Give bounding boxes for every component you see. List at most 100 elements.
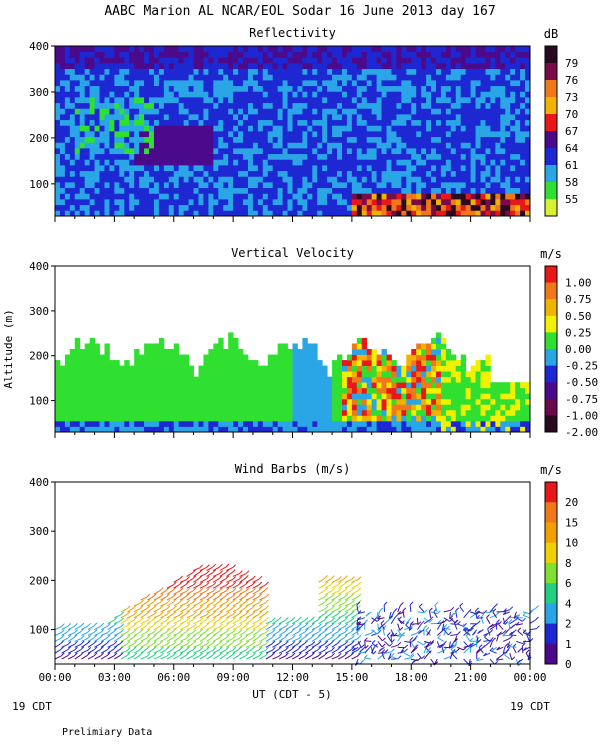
heatmap-cell: [346, 193, 353, 200]
heatmap-cell: [396, 136, 402, 143]
heatmap-cell: [109, 420, 115, 427]
heatmap-cell: [391, 426, 397, 433]
heatmap-cell: [317, 114, 323, 121]
heatmap-cell: [193, 63, 199, 70]
heatmap-cell: [435, 199, 442, 206]
wind-barb: [212, 631, 220, 636]
heatmap-cell: [455, 68, 462, 75]
heatmap-cell: [208, 46, 214, 53]
heatmap-cell: [238, 46, 244, 53]
heatmap-cell: [475, 114, 481, 121]
heatmap-cell: [213, 210, 219, 217]
heatmap-cell: [119, 371, 125, 378]
heatmap-cell: [193, 68, 199, 75]
wind-barb: [61, 643, 69, 648]
wind-barb-flag: [80, 635, 85, 639]
heatmap-cell: [243, 119, 249, 126]
heatmap-cell: [297, 349, 303, 355]
heatmap-cell: [203, 165, 209, 172]
heatmap-cell: [406, 68, 412, 75]
wind-barb: [94, 643, 101, 648]
heatmap-cell: [144, 193, 150, 200]
heatmap-cell: [515, 387, 521, 394]
heatmap-cell: [74, 148, 81, 155]
heatmap-cell: [317, 371, 323, 378]
heatmap-cell: [371, 159, 378, 166]
heatmap-cell: [431, 404, 437, 411]
heatmap-cell: [505, 148, 511, 155]
heatmap-cell: [238, 102, 244, 109]
heatmap-cell: [366, 210, 373, 217]
heatmap-cell: [109, 46, 115, 53]
heatmap-cell: [322, 63, 328, 70]
heatmap-cell: [356, 57, 363, 64]
heatmap-cell: [411, 204, 417, 211]
panel-title: Vertical Velocity: [231, 246, 354, 260]
heatmap-cell: [450, 114, 457, 121]
heatmap-cell: [188, 136, 194, 143]
heatmap-cell: [495, 102, 501, 109]
heatmap-cell: [515, 415, 521, 422]
heatmap-cell: [386, 409, 392, 416]
heatmap-cell: [361, 119, 368, 126]
heatmap-cell: [431, 63, 437, 70]
heatmap-cell: [178, 382, 185, 389]
wind-barb-flag: [225, 587, 230, 592]
heatmap-cell: [94, 91, 100, 98]
heatmap-cell: [376, 360, 382, 366]
heatmap-cell: [337, 398, 343, 405]
heatmap-cell: [450, 376, 457, 383]
heatmap-cell: [500, 165, 506, 172]
heatmap-cell: [228, 142, 234, 149]
heatmap-cell: [163, 153, 170, 160]
heatmap-cell: [64, 176, 71, 183]
heatmap-cell: [149, 426, 155, 433]
wind-barb: [212, 601, 220, 607]
heatmap-cell: [356, 360, 363, 366]
heatmap-cell: [173, 387, 180, 394]
heatmap-cell: [455, 393, 462, 400]
heatmap-cell: [173, 74, 180, 81]
heatmap-cell: [376, 125, 382, 132]
heatmap-cell: [79, 114, 86, 121]
heatmap-cell: [386, 148, 392, 155]
heatmap-cell: [149, 97, 155, 104]
wind-barb: [226, 607, 233, 613]
heatmap-cell: [475, 85, 481, 92]
heatmap-cell: [450, 187, 457, 194]
heatmap-cell: [297, 187, 303, 194]
heatmap-cell: [337, 204, 343, 211]
heatmap-cell: [104, 204, 110, 211]
heatmap-cell: [351, 80, 358, 87]
heatmap-cell: [287, 97, 293, 104]
heatmap-cell: [168, 46, 175, 53]
wind-barb: [94, 631, 102, 636]
heatmap-cell: [277, 159, 284, 166]
heatmap-cell: [104, 63, 110, 70]
heatmap-cell: [475, 170, 481, 177]
heatmap-cell: [510, 409, 516, 416]
heatmap-cell: [243, 382, 249, 389]
wind-barb: [199, 654, 207, 660]
heatmap-cell: [149, 398, 155, 405]
heatmap-cell: [381, 46, 387, 53]
heatmap-cell: [173, 46, 180, 53]
heatmap-cell: [480, 114, 486, 121]
heatmap-cell: [337, 354, 343, 361]
heatmap-cell: [213, 349, 219, 355]
heatmap-cell: [203, 393, 209, 400]
heatmap-cell: [74, 97, 81, 104]
heatmap-cell: [322, 404, 328, 411]
heatmap-cell: [431, 182, 437, 189]
heatmap-cell: [307, 165, 313, 172]
heatmap-cell: [440, 409, 447, 416]
heatmap-cell: [386, 199, 392, 206]
heatmap-cell: [431, 102, 437, 109]
heatmap-cell: [79, 108, 86, 115]
heatmap-cell: [411, 371, 417, 378]
heatmap-cell: [153, 398, 160, 405]
heatmap-cell: [168, 80, 175, 87]
wind-barb-flag: [205, 605, 210, 609]
heatmap-cell: [327, 91, 333, 98]
heatmap-cell: [84, 204, 91, 211]
